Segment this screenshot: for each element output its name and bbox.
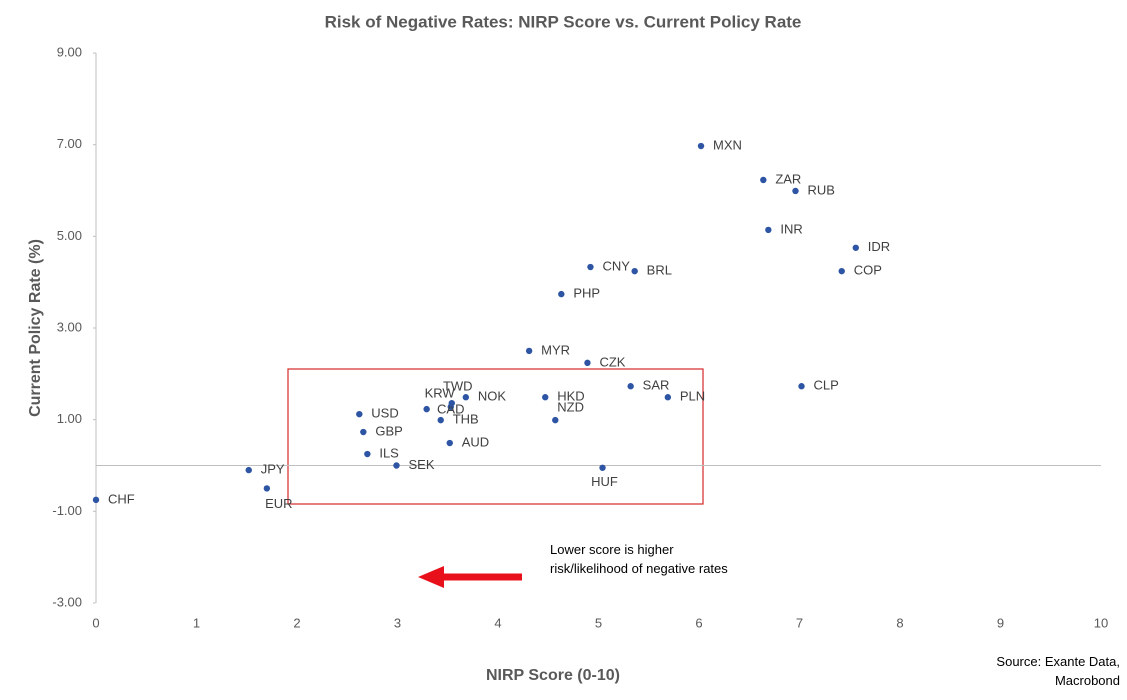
point-label: THB bbox=[453, 412, 479, 427]
point bbox=[852, 244, 859, 251]
x-tick-label: 2 bbox=[293, 615, 300, 630]
point bbox=[765, 226, 772, 234]
point bbox=[360, 428, 367, 436]
point-label: BRL bbox=[647, 263, 672, 278]
point bbox=[92, 496, 100, 504]
point-label: IDR bbox=[868, 239, 890, 254]
point bbox=[448, 399, 455, 407]
point bbox=[423, 405, 430, 413]
point-label: ILS bbox=[379, 445, 399, 460]
source: Source: Exante Data, Macrobond bbox=[996, 654, 1120, 688]
point bbox=[664, 394, 672, 401]
x-tick-label: 7 bbox=[796, 615, 803, 630]
point-label: COP bbox=[854, 263, 882, 278]
point-label: CHF bbox=[108, 491, 135, 506]
y-axis-title: Current Policy Rate (%) bbox=[27, 239, 44, 417]
point bbox=[558, 290, 565, 298]
y-tick-label: 1.00 bbox=[57, 411, 82, 426]
point bbox=[446, 439, 453, 447]
x-tick-label: 1 bbox=[193, 615, 200, 630]
point-label: NZD bbox=[557, 400, 584, 415]
point-label: CAD bbox=[437, 401, 464, 416]
y-tick-label: 9.00 bbox=[57, 44, 82, 59]
point-label: HKD bbox=[557, 389, 584, 404]
point-label: CNY bbox=[602, 258, 630, 273]
point-label: ZAR bbox=[775, 171, 801, 186]
y-tick-label: -3.00 bbox=[52, 594, 82, 609]
point-label: GBP bbox=[375, 423, 402, 438]
point-label: SAR bbox=[643, 378, 670, 393]
point-label: MXN bbox=[713, 137, 742, 152]
point-label: HUF bbox=[591, 474, 618, 489]
y-tick-label: -1.00 bbox=[52, 503, 82, 518]
point-label: RUB bbox=[807, 182, 834, 197]
x-tick-label: 8 bbox=[896, 615, 903, 630]
y-tick-label: 3.00 bbox=[57, 319, 82, 334]
highlight-box bbox=[287, 368, 704, 505]
chart-title: Risk of Negative Rates: NIRP Score vs. C… bbox=[325, 12, 802, 31]
point-label: TWD bbox=[443, 379, 473, 394]
x-tick-label: 3 bbox=[394, 615, 401, 630]
y-tick-label: 7.00 bbox=[57, 136, 82, 151]
point bbox=[552, 416, 559, 424]
point bbox=[542, 394, 549, 401]
annotation: Lower score is higher risk/likelihood of… bbox=[550, 542, 728, 576]
point-label: USD bbox=[371, 406, 398, 421]
point bbox=[525, 347, 533, 355]
point-label: EUR bbox=[265, 496, 292, 511]
point bbox=[760, 176, 767, 184]
x-tick-label: 4 bbox=[494, 615, 501, 630]
point-label: NOK bbox=[478, 389, 507, 404]
point-label: AUD bbox=[462, 434, 489, 449]
y-tick-label: 5.00 bbox=[57, 228, 82, 243]
point bbox=[631, 267, 638, 275]
point bbox=[356, 410, 363, 418]
x-axis-title: NIRP Score (0-10) bbox=[486, 667, 620, 684]
point bbox=[584, 359, 591, 367]
point bbox=[697, 142, 705, 150]
point bbox=[599, 464, 606, 471]
point bbox=[798, 383, 805, 390]
point bbox=[263, 485, 271, 492]
point bbox=[587, 263, 594, 271]
point-label: PLN bbox=[680, 389, 705, 404]
x-tick-label: 5 bbox=[595, 615, 602, 630]
point bbox=[838, 267, 845, 275]
point bbox=[364, 450, 371, 458]
x-tick-label: 10 bbox=[1094, 615, 1108, 630]
point-label: SEK bbox=[408, 457, 434, 472]
point bbox=[792, 187, 799, 195]
point bbox=[393, 462, 400, 469]
point bbox=[462, 394, 470, 401]
point-label: INR bbox=[780, 221, 802, 236]
x-tick-label: 0 bbox=[92, 615, 99, 630]
arrow-head bbox=[418, 566, 444, 588]
point-label: CLP bbox=[814, 378, 839, 393]
point bbox=[437, 416, 444, 424]
x-tick-label: 9 bbox=[997, 615, 1004, 630]
point bbox=[245, 466, 252, 474]
x-tick-label: 6 bbox=[695, 615, 702, 630]
point-label: KRW bbox=[425, 386, 456, 401]
point-label: MYR bbox=[541, 342, 570, 357]
point-label: JPY bbox=[261, 462, 285, 477]
point-label: CZK bbox=[599, 354, 625, 369]
point bbox=[627, 383, 634, 390]
point-label: PHP bbox=[573, 286, 600, 301]
